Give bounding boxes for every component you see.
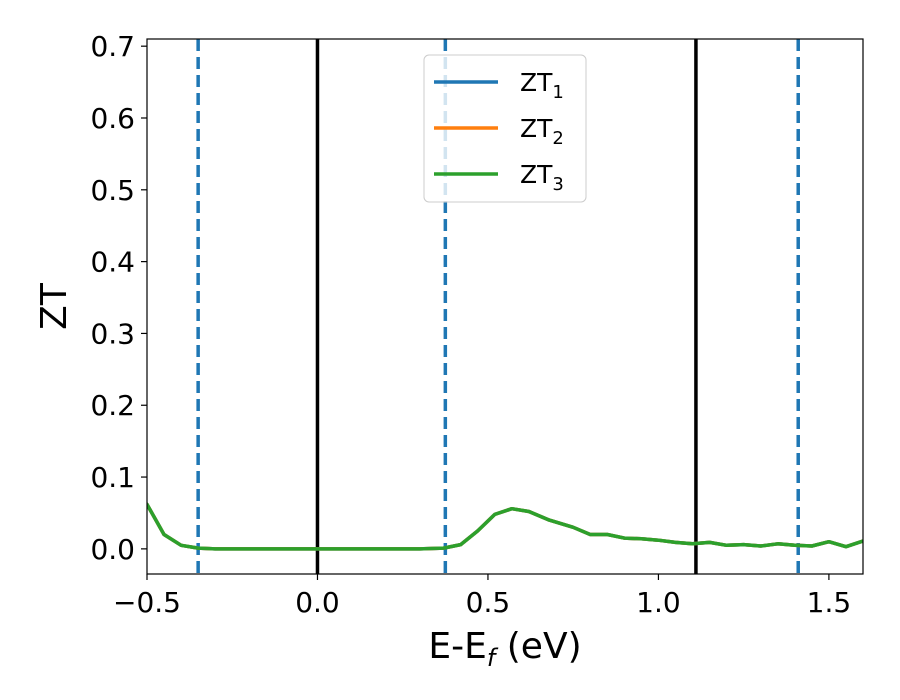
legend-box [423,54,587,203]
legend-label-sub: 3 [552,174,563,195]
y-tick-label: 0.2 [90,389,135,422]
legend-label-sub: 1 [552,82,563,103]
x-tick-label: −0.5 [113,586,181,619]
y-tick-label: 0.6 [90,102,135,135]
legend-label-1: ZT1 [520,68,564,103]
legend-label-3: ZT3 [520,160,564,195]
series-line-3 [147,502,863,551]
legend-label-main: ZT [520,160,553,189]
series-lines [147,502,863,551]
vertical-marker-lines [196,39,800,574]
x-axis-label-main: E-E [428,626,486,667]
legend-label-main: ZT [520,68,553,97]
y-tick-label: 0.1 [90,461,135,494]
legend-label-sub: 2 [552,128,563,149]
x-axis-label-suffix: (eV) [495,626,581,667]
y-tick-label: 0.7 [90,30,135,63]
x-axis-ticks: −0.5 0.0 0.5 1.0 1.5 [113,574,851,619]
x-tick-label: 0.0 [295,586,340,619]
legend-label-2: ZT2 [520,114,564,149]
legend-label-main: ZT [520,114,553,143]
y-tick-label: 0.0 [90,533,135,566]
axes-frame [146,38,864,575]
y-axis-ticks: 0.0 0.1 0.2 0.3 0.4 0.5 0.6 0.7 [90,30,147,566]
x-tick-label: 1.5 [807,586,852,619]
y-tick-label: 0.5 [90,174,135,207]
y-tick-label: 0.3 [90,317,135,350]
x-tick-label: 1.0 [636,586,681,619]
x-axis-label: E-Ef (eV) [428,626,581,672]
y-tick-label: 0.4 [90,246,135,279]
y-axis-label: ZT [34,282,75,330]
x-tick-label: 0.5 [466,586,511,619]
